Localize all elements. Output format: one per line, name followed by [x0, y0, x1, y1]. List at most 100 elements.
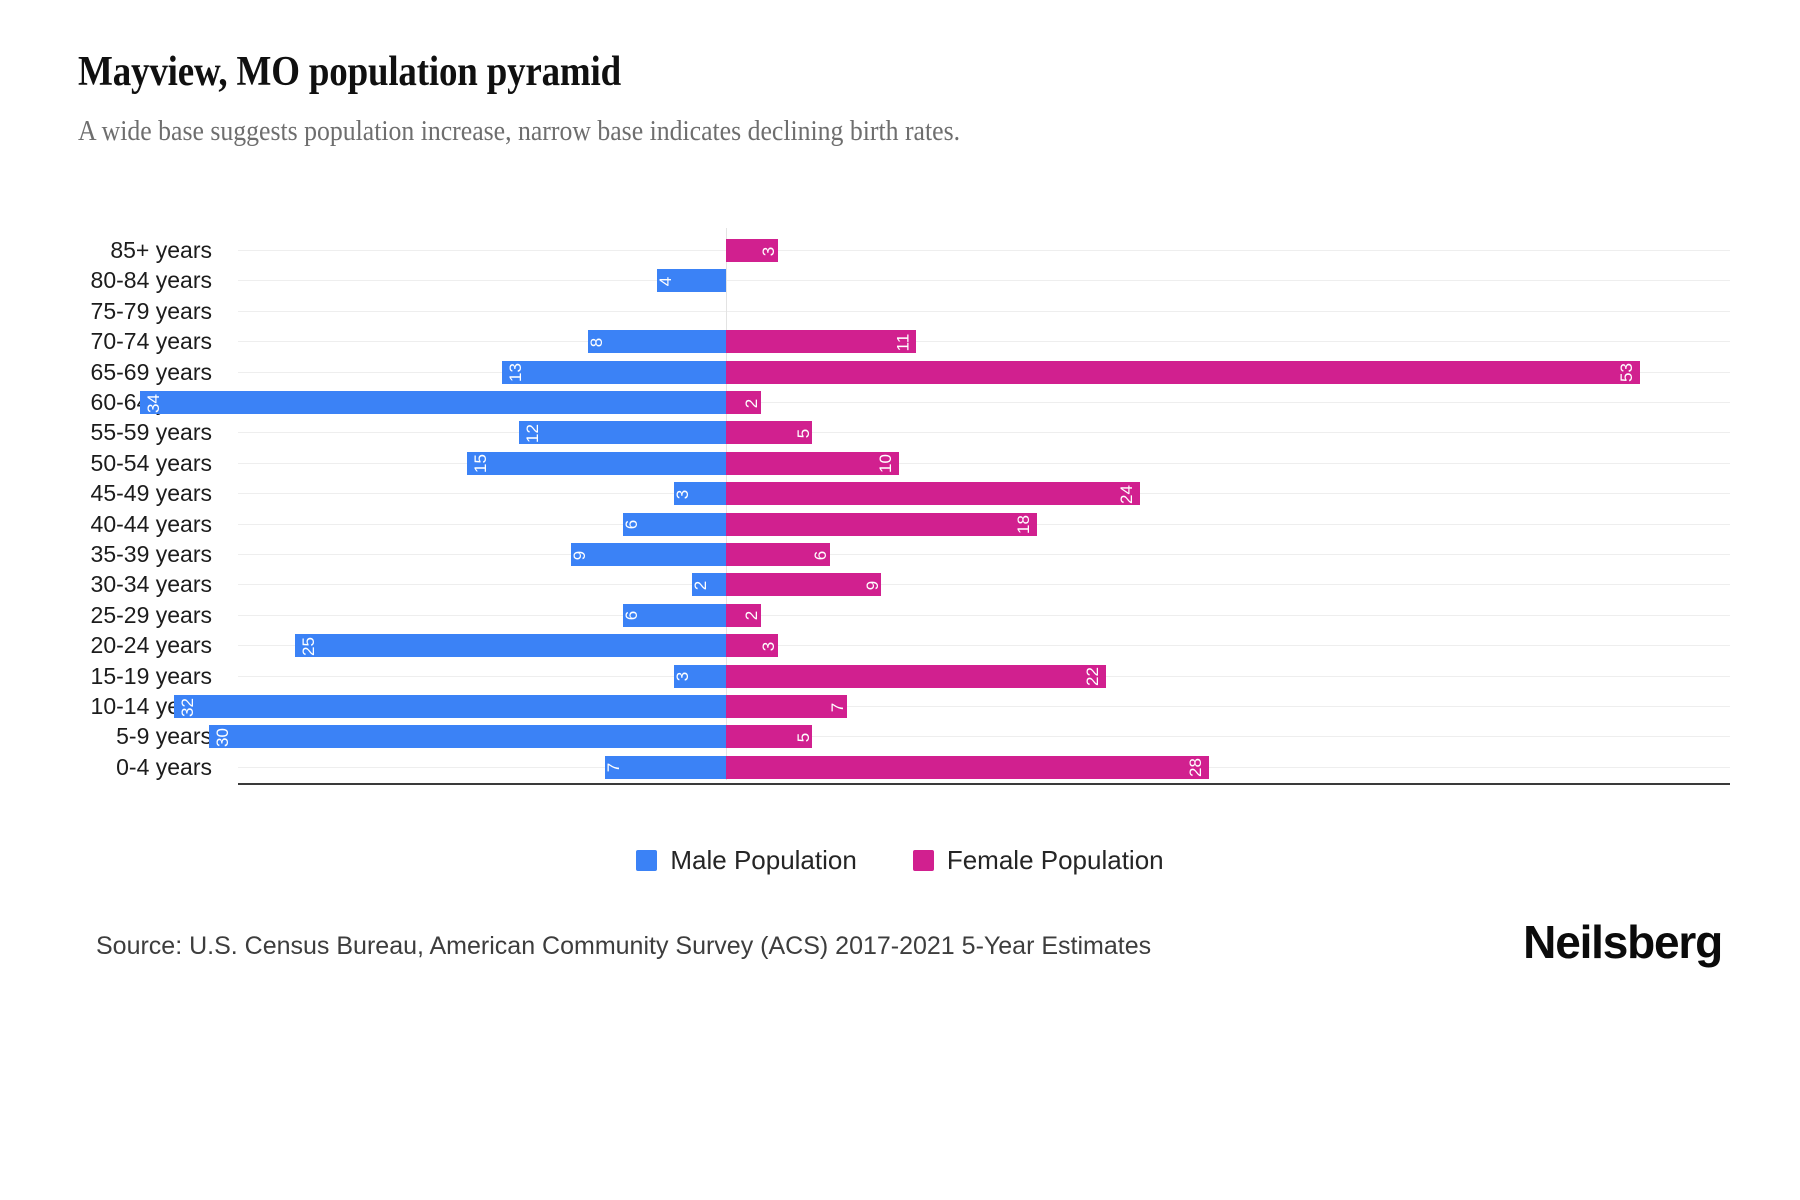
bar-value-label: 6 — [621, 519, 641, 530]
bar-value-label: 12 — [522, 423, 542, 443]
legend-label: Female Population — [946, 845, 1164, 875]
male-bar[interactable]: 12 — [519, 421, 726, 445]
female-bar[interactable]: 28 — [726, 755, 1209, 779]
age-group-label: 50-54 years — [90, 449, 212, 476]
gridline — [238, 250, 1730, 251]
female-bar[interactable]: 7 — [726, 695, 848, 718]
female-bar[interactable]: 3 — [726, 634, 779, 658]
bar-value-label: 3 — [759, 641, 779, 651]
chart-row: 20-24 years 25 3 — [0, 630, 1800, 661]
gridline — [238, 341, 1730, 343]
age-group-label: 75-79 years — [90, 297, 212, 324]
chart-row: 85+ years 3 — [0, 235, 1800, 266]
chart-row: 35-39 years 9 6 — [0, 539, 1800, 570]
male-bar[interactable]: 32 — [174, 695, 726, 718]
brand-logo: Neilsberg — [1523, 916, 1723, 968]
population-pyramid-chart: 85+ years 3 80-84 years 4 75-79 years 70-74 y… — [0, 228, 1800, 798]
chart-row: 45-49 years 3 24 — [0, 478, 1800, 509]
gridline — [238, 706, 1730, 707]
male-bar[interactable]: 9 — [569, 543, 726, 566]
chart-row: 65-69 years 13 53 — [0, 357, 1800, 388]
bar-value-label: 3 — [759, 246, 779, 256]
bar-value-label: 24 — [1117, 484, 1137, 504]
gridline — [238, 310, 1730, 312]
legend-item[interactable]: Male Population — [636, 845, 857, 876]
bar-value-label: 22 — [1082, 667, 1102, 687]
male-bar[interactable]: 2 — [690, 573, 726, 597]
bar-value-label: 53 — [1617, 363, 1637, 383]
chart-legend: Male Population Female Population — [0, 845, 1800, 876]
bar-value-label: 10 — [875, 454, 895, 474]
bar-value-label: 7 — [828, 702, 848, 712]
bar-value-label: 2 — [690, 580, 710, 591]
bar-value-label: 6 — [811, 550, 831, 560]
chart-subtitle: A wide base suggests population increase… — [78, 116, 961, 147]
legend-item[interactable]: Female Population — [912, 845, 1164, 876]
bar-value-label: 11 — [893, 333, 913, 352]
bar-value-label: 9 — [569, 550, 589, 560]
gridline — [238, 280, 1730, 282]
chart-row: 80-84 years 4 — [0, 265, 1800, 296]
male-bar[interactable]: 6 — [621, 512, 726, 536]
bar-value-label: 5 — [794, 428, 814, 439]
age-group-label: 40-44 years — [90, 510, 212, 537]
chart-header: Mayview, MO population pyramid A wide ba… — [78, 48, 1678, 148]
chart-row: 60-64 years342 — [0, 387, 1800, 418]
age-group-label: 15-19 years — [90, 662, 212, 689]
bar-value-label: 34 — [143, 393, 163, 413]
bar-value-label: 28 — [1186, 758, 1206, 778]
male-bar[interactable]: 3 — [673, 482, 726, 506]
male-bar[interactable]: 4 — [656, 269, 726, 293]
female-bar[interactable]: 2 — [726, 391, 761, 414]
male-bar[interactable]: 7 — [604, 755, 726, 779]
bar-value-label: 13 — [505, 363, 525, 383]
chart-row: 25-29 years 6 2 — [0, 600, 1800, 631]
female-bar[interactable]: 10 — [726, 451, 899, 475]
female-bar[interactable]: 22 — [726, 664, 1106, 688]
bar-value-label: 30 — [212, 727, 232, 747]
male-bar[interactable]: 3 — [673, 664, 726, 688]
female-bar[interactable]: 5 — [726, 421, 814, 445]
female-bar[interactable]: 11 — [726, 330, 916, 354]
female-bar[interactable]: 2 — [726, 603, 761, 627]
age-group-label: 45-49 years — [90, 480, 212, 507]
bar-value-label: 9 — [863, 580, 883, 591]
source-note: Source: U.S. Census Bureau, American Com… — [96, 932, 1152, 960]
bar-value-label: 3 — [673, 671, 693, 682]
chart-row: 10-14 years 32 7 — [0, 691, 1800, 722]
bar-value-label: 7 — [604, 763, 624, 773]
female-bar[interactable]: 24 — [726, 482, 1140, 506]
chart-row: 40-44 years 6 18 — [0, 509, 1800, 540]
chart-row: 75-79 years — [0, 296, 1800, 327]
chart-row: 55-59 years 12 5 — [0, 417, 1800, 448]
bar-value-label: 4 — [656, 276, 676, 287]
age-group-label: 0-4 years — [116, 753, 212, 780]
male-bar[interactable]: 6 — [622, 603, 726, 627]
legend-swatch-icon — [636, 850, 658, 871]
gridline — [238, 402, 1730, 403]
bar-value-label: 2 — [742, 398, 762, 408]
age-group-label: 80-84 years — [90, 267, 212, 294]
female-bar[interactable]: 6 — [726, 543, 830, 566]
age-group-label: 30-34 years — [90, 571, 212, 598]
age-group-label: 35-39 years — [90, 541, 212, 567]
female-bar[interactable]: 18 — [726, 512, 1037, 536]
age-group-label: 25-29 years — [90, 601, 212, 628]
page-title: Mayview, MO population pyramid — [78, 49, 622, 95]
male-bar[interactable]: 13 — [501, 360, 726, 384]
gridline — [238, 554, 1730, 555]
male-bar[interactable]: 25 — [294, 634, 726, 658]
female-bar[interactable]: 9 — [726, 573, 883, 597]
age-group-label: 55-59 years — [90, 419, 212, 446]
bar-value-label: 5 — [794, 732, 814, 743]
gridline — [238, 614, 1730, 616]
male-bar[interactable]: 8 — [587, 330, 726, 354]
female-bar[interactable]: 5 — [726, 725, 814, 749]
male-bar[interactable]: 34 — [139, 391, 726, 414]
male-bar[interactable]: 15 — [467, 451, 726, 475]
chart-row: 5-9 years 30 5 — [0, 721, 1800, 752]
age-group-label: 70-74 years — [90, 328, 212, 355]
female-bar[interactable]: 3 — [726, 239, 779, 262]
female-bar[interactable]: 53 — [726, 360, 1641, 384]
male-bar[interactable]: 30 — [208, 725, 726, 749]
